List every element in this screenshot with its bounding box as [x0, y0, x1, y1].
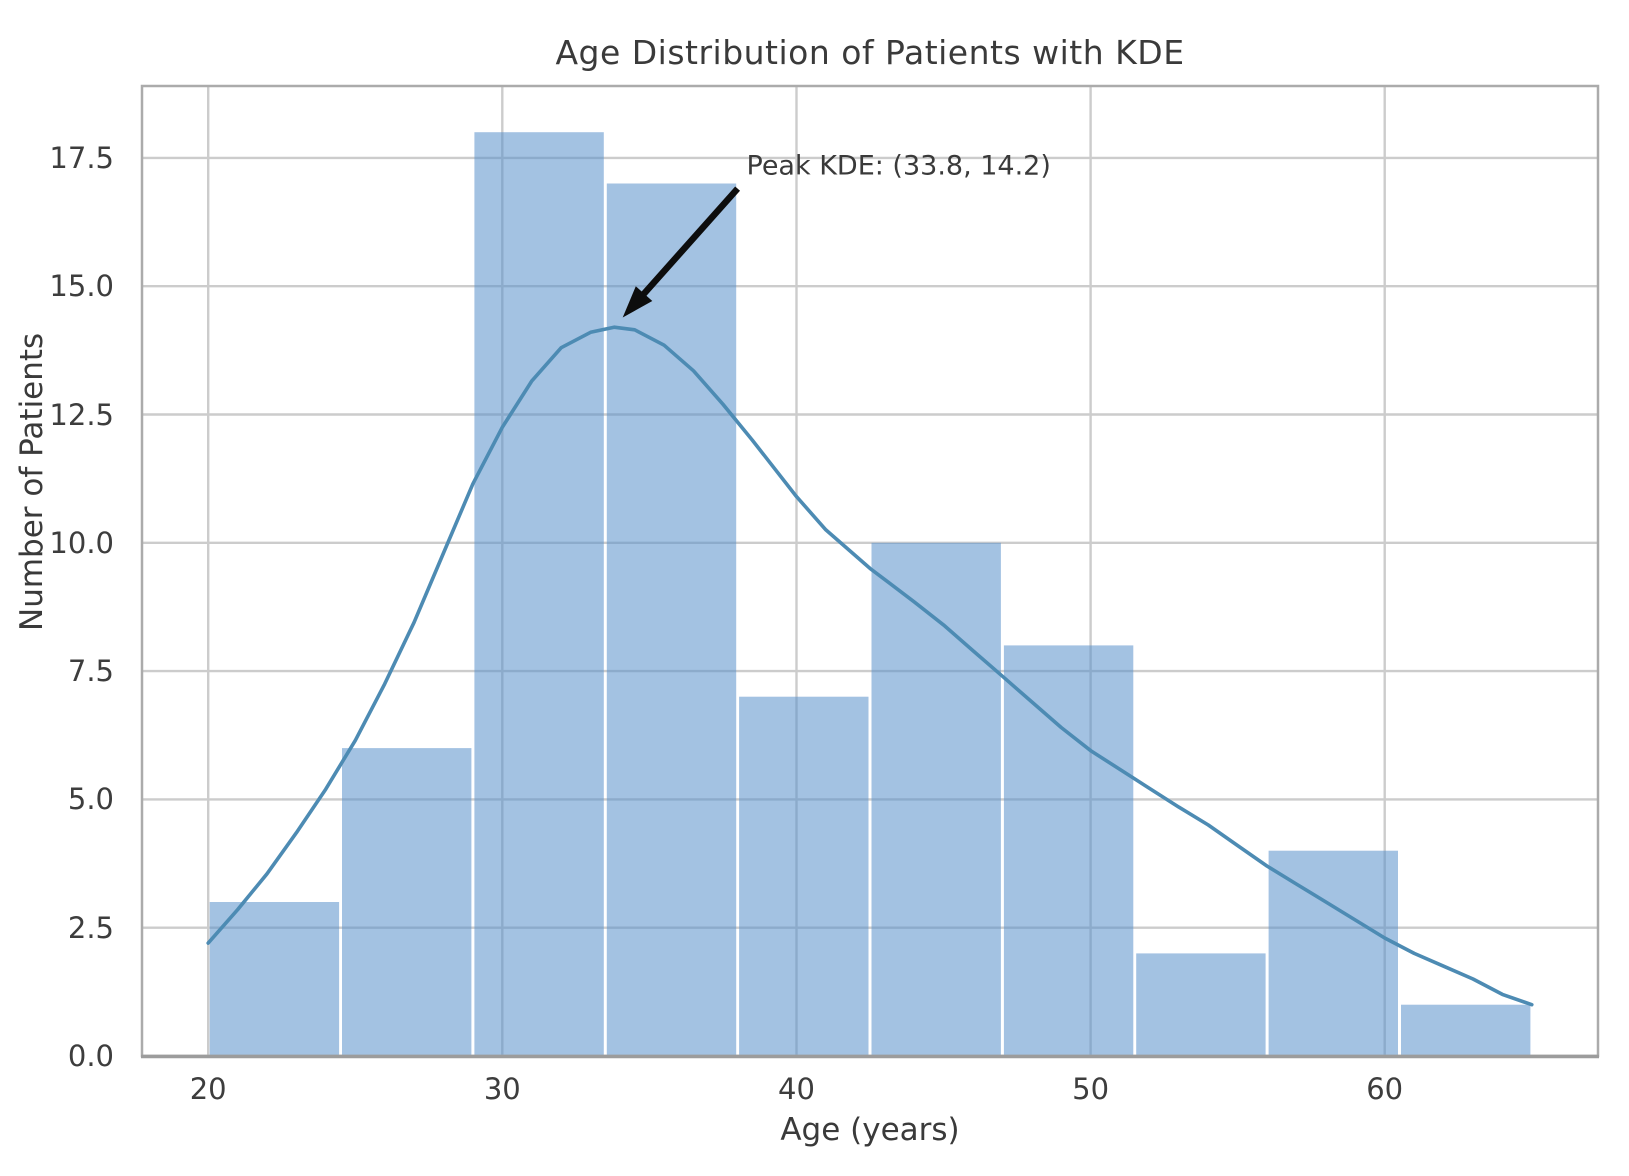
histogram-bar — [871, 542, 1001, 1056]
histogram-bar — [474, 132, 604, 1056]
spine-group — [140, 84, 1600, 1059]
annotation-label: Peak KDE: (33.8, 14.2) — [746, 150, 1051, 182]
chart-title: Age Distribution of Patients with KDE — [555, 33, 1185, 72]
kde-group — [206, 325, 1534, 1007]
kde-curve — [206, 325, 1534, 1007]
histogram-bar — [209, 902, 340, 1056]
histogram-bar — [739, 696, 869, 1056]
annotation-arrow-shaft — [638, 186, 741, 299]
annotation-arrow — [622, 186, 741, 318]
histogram-bar — [1401, 1004, 1531, 1056]
histogram-bar — [1268, 850, 1398, 1056]
x-axis-label: Age (years) — [780, 1112, 960, 1148]
bar-group — [209, 132, 1531, 1056]
annotation-arrow-head — [622, 286, 653, 318]
histogram-bar — [342, 748, 472, 1056]
histogram-bar — [1003, 645, 1134, 1056]
histogram-bar — [1136, 953, 1266, 1056]
